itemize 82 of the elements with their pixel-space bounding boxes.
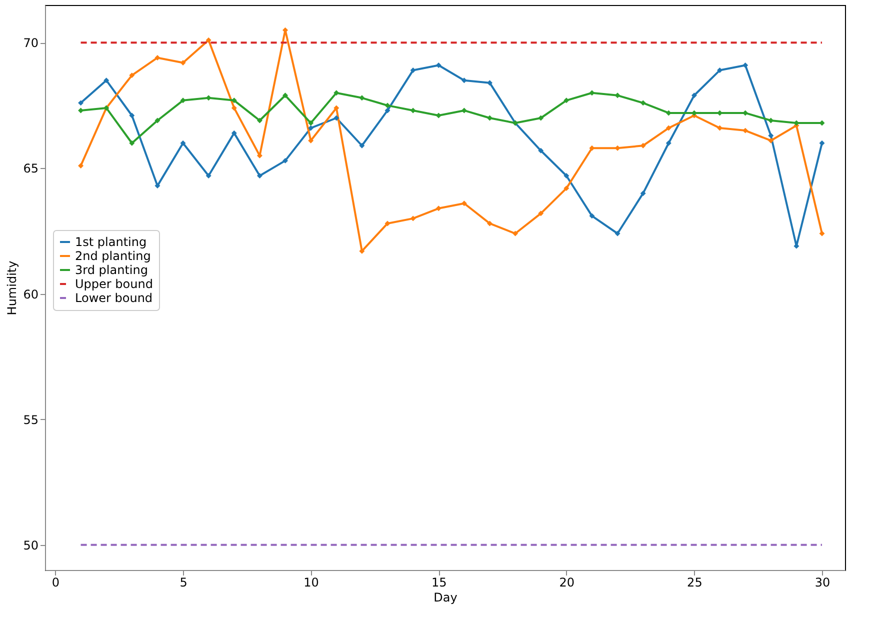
point [564, 186, 570, 192]
point [334, 115, 340, 121]
x-axis-title: Day [434, 590, 458, 604]
point [410, 108, 416, 114]
point [410, 68, 416, 74]
point [614, 230, 620, 236]
x-tick-label: 0 [52, 576, 60, 590]
point [129, 72, 135, 78]
point [486, 115, 492, 121]
x-tick-label: 25 [687, 576, 702, 590]
point [538, 148, 544, 154]
legend-label: Upper bound [75, 277, 153, 291]
x-tick-label: 30 [814, 576, 830, 590]
point [206, 173, 212, 178]
point [666, 125, 672, 131]
point [640, 100, 646, 106]
point [717, 68, 722, 74]
point [768, 138, 774, 144]
legend-label: 3rd planting [75, 263, 148, 277]
y-tick-label: 55 [23, 412, 38, 427]
point [231, 105, 237, 111]
point [486, 220, 492, 226]
point [512, 230, 518, 236]
point [564, 98, 570, 104]
y-axis-title: Humidity [5, 260, 20, 316]
point [154, 54, 160, 60]
point [206, 37, 212, 43]
point [589, 90, 595, 96]
x-tick-label: 20 [559, 576, 575, 590]
point [564, 173, 570, 178]
point [154, 183, 160, 189]
point [282, 158, 288, 164]
x-tick-label: 10 [304, 576, 319, 590]
y-tick-label: 65 [23, 162, 38, 176]
point [410, 216, 416, 222]
point [461, 78, 467, 84]
point [589, 213, 595, 219]
point [538, 210, 544, 216]
legend-label: 2nd planting [75, 249, 151, 263]
point [384, 102, 390, 108]
point [231, 130, 237, 136]
point [206, 95, 212, 101]
point [538, 115, 544, 121]
point [640, 190, 646, 196]
point [768, 132, 774, 138]
point [819, 140, 825, 146]
point [461, 200, 467, 206]
point [691, 92, 697, 98]
point [334, 90, 340, 96]
x-tick-label: 15 [431, 576, 447, 590]
point [78, 100, 84, 106]
point [666, 140, 672, 146]
point [129, 140, 135, 146]
point [819, 230, 825, 236]
point [78, 162, 84, 168]
point [359, 95, 365, 101]
point [742, 128, 748, 134]
point [717, 125, 722, 131]
point [436, 206, 442, 212]
y-tick-label: 50 [23, 538, 38, 552]
point [308, 138, 314, 144]
point [384, 220, 390, 226]
point [359, 142, 365, 148]
x-tick-label: 5 [180, 576, 188, 590]
point [436, 62, 442, 68]
y-tick-label: 70 [23, 36, 38, 50]
point [308, 120, 314, 126]
y-tick-label: 60 [23, 287, 38, 302]
legend-label: Lower bound [75, 291, 153, 305]
point [180, 140, 186, 146]
point [436, 112, 442, 118]
point [256, 173, 262, 178]
point [104, 78, 110, 84]
point [308, 125, 314, 131]
point [129, 112, 135, 118]
legend-label: 1st planting [75, 235, 147, 249]
point [282, 92, 288, 98]
point [742, 62, 748, 68]
point [154, 118, 160, 124]
point [256, 118, 262, 124]
point [384, 108, 390, 114]
point [180, 60, 186, 66]
